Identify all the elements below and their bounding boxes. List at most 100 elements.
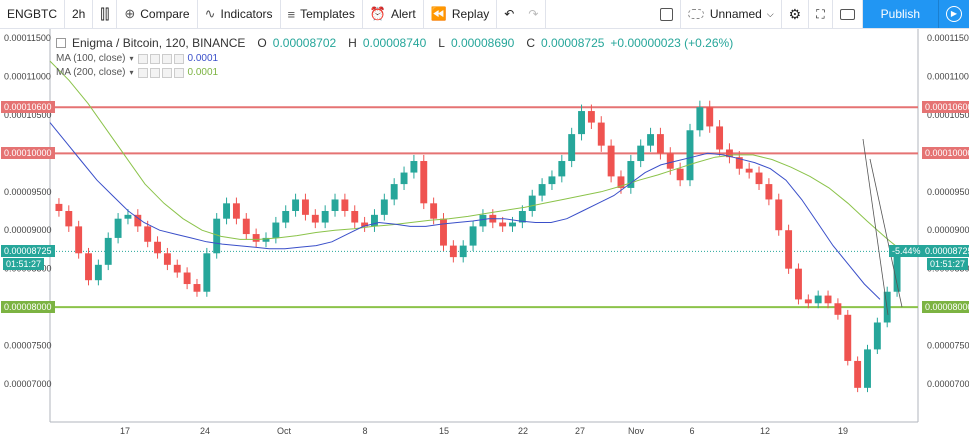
layout-menu[interactable]: Unnamed ⌵ — [681, 0, 782, 28]
candle-body — [735, 157, 743, 169]
time-tick: 12 — [760, 426, 770, 436]
candle-body — [371, 214, 378, 227]
candle-body — [430, 203, 438, 219]
templates-label: Templates — [300, 7, 355, 21]
time-tick: Oct — [277, 426, 292, 436]
high-label: H — [348, 36, 357, 50]
candle-body — [144, 226, 152, 242]
candle-body — [65, 211, 73, 227]
legend-title: Enigma / Bitcoin, 120, BINANCE — [72, 36, 246, 50]
time-axis: 17 24 Oct 8 15 22 27 Nov 6 12 19 — [120, 426, 848, 436]
candle-body — [410, 161, 418, 173]
chart-background — [0, 29, 969, 442]
gear-icon[interactable] — [149, 53, 160, 64]
redo-icon: ↷ — [528, 7, 539, 21]
candle-body — [55, 203, 63, 211]
current-price-label-right: 0.00008725 — [922, 245, 969, 258]
templates-icon: ≡ — [287, 6, 296, 22]
chart-style-button[interactable]: ⫿⫿ — [93, 0, 118, 28]
price-tick-left: 0.00011000 — [4, 71, 51, 81]
hline-label-left-2: 0.00010000 — [1, 147, 55, 160]
undo-button[interactable]: ↶ — [497, 0, 521, 28]
expand-icon: ⛶ — [816, 6, 825, 21]
price-tick-right: 0.00011000 — [927, 71, 969, 81]
candle-body — [745, 168, 753, 173]
more-icon[interactable] — [161, 67, 172, 78]
countdown-left: 01:51:27 — [3, 258, 45, 271]
close-label: C — [526, 36, 536, 50]
ma200-value: 0.0001 — [187, 67, 219, 78]
candle-body — [528, 195, 536, 211]
ma100-legend[interactable]: MA (100, close) ▾ 0.0001 — [56, 53, 733, 64]
time-tick: 24 — [200, 426, 210, 436]
expand-button[interactable]: ⛶ — [809, 0, 833, 28]
hline-label-right-3: 0.00008000 — [922, 301, 969, 314]
price-tick-left: 0.00009000 — [4, 225, 52, 235]
candle-body — [509, 222, 516, 227]
candle-body — [617, 176, 625, 188]
candle-body — [627, 161, 635, 188]
price-tick-right: 0.00007500 — [927, 341, 969, 351]
close-icon[interactable] — [173, 53, 184, 64]
replay-button[interactable]: ⏪ Replay — [424, 0, 498, 28]
close-icon[interactable] — [173, 67, 184, 78]
rewind-icon: ⏪ — [430, 6, 447, 21]
eye-icon[interactable] — [137, 53, 148, 64]
candle-body — [301, 199, 309, 215]
legend-main-row: Enigma / Bitcoin, 120, BINANCE O 0.000087… — [56, 36, 733, 50]
time-tick: 15 — [439, 426, 449, 436]
candle-body — [666, 153, 674, 169]
more-icon[interactable] — [161, 53, 172, 64]
candle-body — [85, 253, 92, 281]
change-percent-label: -5.44% — [889, 245, 924, 258]
candle-body — [420, 161, 428, 204]
open-label: O — [257, 36, 267, 50]
chart-legend: Enigma / Bitcoin, 120, BINANCE O 0.000087… — [56, 36, 733, 78]
candle-body — [134, 214, 142, 227]
cloud-icon — [687, 9, 704, 19]
candle-body — [479, 214, 487, 227]
price-tick-right: 0.00009500 — [927, 187, 969, 197]
eye-icon[interactable] — [137, 67, 148, 78]
candle-body — [242, 218, 250, 235]
redo-button[interactable]: ↷ — [521, 0, 547, 28]
candle-body — [380, 199, 388, 215]
undo-icon: ↶ — [504, 7, 515, 21]
ma200-legend[interactable]: MA (200, close) ▾ 0.0001 — [56, 67, 733, 78]
candle-body — [400, 172, 408, 185]
chevron-down-icon: ▾ — [129, 68, 134, 77]
interval-button[interactable]: 2h — [65, 0, 94, 28]
candle-body — [568, 134, 576, 162]
layout-name: Unnamed — [709, 7, 762, 21]
hline-label-left-1: 0.00010600 — [1, 101, 55, 114]
price-chart[interactable]: 0.00011500 0.00011000 0.00010500 0.00010000… — [0, 29, 969, 442]
fullscreen-toggle[interactable] — [653, 0, 681, 28]
candle-body — [696, 107, 704, 131]
candle-body — [864, 349, 871, 388]
hline-label-right-1: 0.00010600 — [922, 101, 969, 114]
alert-label: Alert — [391, 7, 416, 21]
candle-body — [213, 218, 221, 254]
publish-button[interactable]: Publish — [862, 0, 938, 28]
candle-body — [390, 184, 398, 200]
candle-body — [351, 211, 359, 223]
symbol-search[interactable]: ENGBTC — [0, 0, 65, 28]
candle-body — [775, 199, 783, 231]
collapse-icon[interactable] — [56, 38, 66, 48]
candle-body — [607, 145, 615, 177]
alert-button[interactable]: ⏰ Alert — [363, 0, 424, 28]
compare-button[interactable]: ⊕ Compare — [117, 0, 198, 28]
ma200-controls[interactable] — [137, 67, 184, 78]
snapshot-button[interactable] — [833, 0, 863, 28]
ma100-controls[interactable] — [137, 53, 184, 64]
candle-body — [223, 203, 231, 219]
indicators-button[interactable]: ∿ Indicators — [198, 0, 281, 28]
price-tick-right: 0.00009000 — [927, 225, 969, 235]
play-button[interactable]: ▶ — [938, 0, 969, 28]
interval-label: 2h — [72, 7, 86, 21]
templates-button[interactable]: ≡ Templates — [281, 0, 363, 28]
settings-button[interactable]: ⚙ — [782, 0, 810, 28]
symbol-label: ENGBTC — [7, 7, 58, 21]
gear-icon[interactable] — [149, 67, 160, 78]
play-icon: ▶ — [946, 6, 962, 22]
